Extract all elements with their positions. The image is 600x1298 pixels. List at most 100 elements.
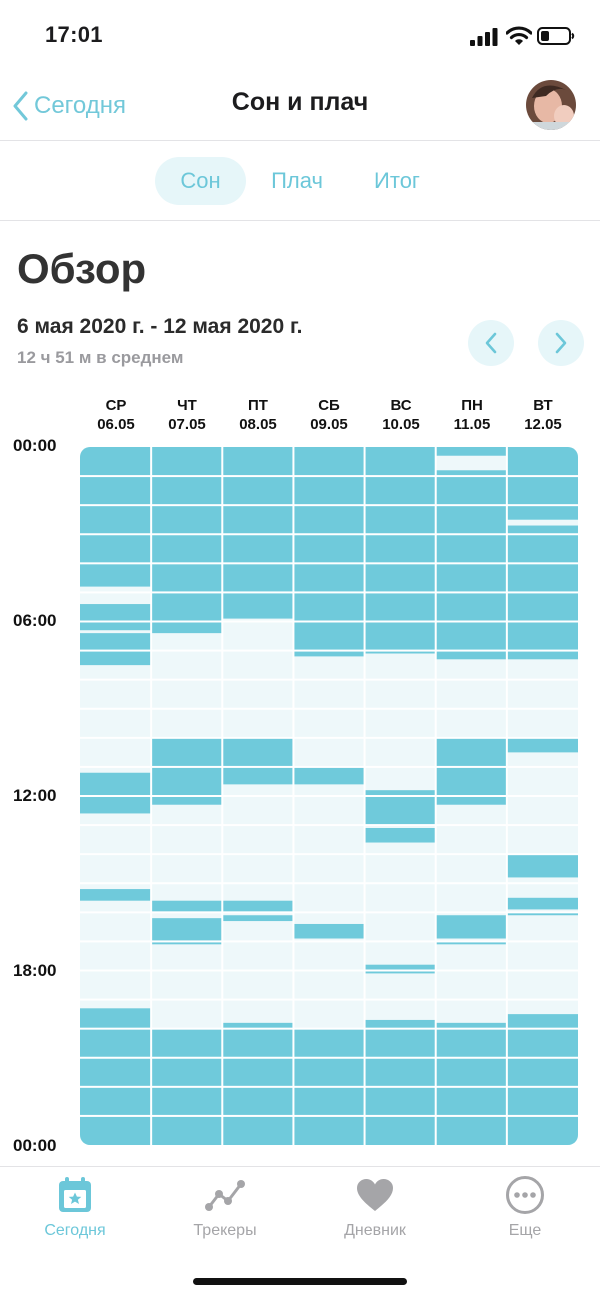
sleep-bar	[506, 897, 578, 910]
sleep-bar	[364, 964, 436, 974]
date-label: 12.05	[524, 416, 562, 433]
hour-gridline	[80, 765, 578, 768]
sleep-bar	[435, 737, 507, 805]
hour-gridline	[80, 998, 578, 1001]
sleep-bar	[293, 766, 365, 785]
date-label: 09.05	[310, 416, 348, 433]
sleep-bar	[222, 915, 294, 922]
hour-gridline	[80, 649, 578, 652]
hour-gridline	[80, 1056, 578, 1059]
heart-icon	[357, 1179, 393, 1211]
trend-line-icon	[205, 1180, 245, 1211]
sleep-bar	[151, 737, 223, 805]
hour-gridline	[80, 504, 578, 507]
day-header: ПТ 08.05	[223, 396, 293, 434]
date-label: 06.05	[97, 416, 135, 433]
weekday-label: СБ	[318, 397, 340, 414]
tab-diary[interactable]: Дневник	[315, 1172, 435, 1240]
day-header: ЧТ 07.05	[152, 396, 222, 434]
wifi-icon	[506, 26, 532, 45]
sleep-bar	[222, 1022, 294, 1145]
sleep-bar	[435, 447, 507, 456]
hour-gridline	[80, 853, 578, 856]
weekday-label: ЧТ	[177, 397, 197, 414]
hour-gridline	[80, 591, 578, 594]
hour-gridline	[80, 1114, 578, 1117]
segment-summary[interactable]: Итог	[374, 168, 420, 193]
tab-label: Еще	[508, 1222, 542, 1239]
date-label: 08.05	[239, 416, 277, 433]
average-sleep: 12 ч 51 м в среднем	[17, 348, 184, 367]
sleep-bar	[80, 633, 152, 666]
status-time: 17:01	[45, 22, 103, 47]
tab-label: Дневник	[344, 1222, 406, 1239]
weekday-label: СР	[105, 397, 127, 414]
date-label: 11.05	[453, 416, 491, 433]
sleep-bar	[80, 772, 152, 814]
chevron-left-icon	[13, 91, 28, 121]
hour-gridline	[80, 969, 578, 972]
weekday-label: ВС	[390, 397, 412, 414]
hour-gridline	[80, 707, 578, 710]
chevron-right-icon	[555, 332, 567, 354]
previous-week-button[interactable]	[468, 320, 514, 366]
day-gridline	[434, 447, 437, 1145]
sleep-bar	[80, 447, 152, 587]
tab-trackers[interactable]: Трекеры	[165, 1172, 285, 1240]
sleep-bar	[506, 447, 578, 520]
tab-label: Трекеры	[193, 1222, 257, 1239]
sleep-bar	[80, 889, 152, 901]
sleep-bar	[151, 447, 223, 634]
sleep-bar	[151, 918, 223, 945]
sleep-bar	[506, 1014, 578, 1145]
avatar[interactable]	[526, 80, 576, 130]
sleep-bar	[435, 915, 507, 939]
day-gridline	[292, 447, 295, 1145]
segment-crying[interactable]: Плач	[271, 168, 323, 193]
sleep-bar	[506, 737, 578, 753]
sleep-bar	[364, 1019, 436, 1145]
sleep-bar	[293, 447, 365, 657]
next-week-button[interactable]	[538, 320, 584, 366]
day-gridline	[505, 447, 508, 1145]
day-header: ВТ 12.05	[508, 396, 578, 434]
day-header: СР 06.05	[81, 396, 151, 434]
tab-more[interactable]: Еще	[465, 1172, 585, 1240]
hour-gridline	[80, 678, 578, 681]
back-button[interactable]: Сегодня	[12, 86, 126, 126]
date-range: 6 мая 2020 г. - 12 мая 2020 г.	[17, 315, 303, 338]
sleep-bar	[506, 912, 578, 916]
sleep-bar	[364, 447, 436, 654]
sleep-bar	[435, 1022, 507, 1145]
segment-sleep[interactable]: Сон	[155, 157, 246, 205]
hour-gridline	[80, 736, 578, 739]
calendar-star-icon	[59, 1177, 91, 1212]
day-header: СБ 09.05	[294, 396, 364, 434]
sleep-bar	[435, 470, 507, 660]
home-indicator	[193, 1278, 407, 1285]
back-label: Сегодня	[34, 92, 126, 119]
hour-gridline	[80, 795, 578, 797]
tab-today[interactable]: Сегодня	[15, 1172, 135, 1240]
chart-plot-area	[80, 447, 578, 1145]
day-header: ПН 11.05	[437, 396, 507, 434]
nav-divider	[0, 140, 600, 141]
weekday-label: ПТ	[248, 397, 268, 414]
page-title: Сон и плач	[231, 88, 369, 116]
day-gridline	[363, 447, 366, 1145]
y-tick-label: 12:00	[13, 786, 57, 805]
hour-gridline	[80, 940, 578, 943]
hour-gridline	[80, 475, 578, 478]
weekday-label: ВТ	[533, 397, 553, 414]
date-label: 10.05	[382, 416, 420, 433]
hour-gridline	[80, 1085, 578, 1088]
sleep-bar	[293, 923, 365, 939]
sleep-bar	[151, 900, 223, 913]
sleep-bar	[435, 941, 507, 945]
date-label: 07.05	[168, 416, 206, 433]
day-gridline	[150, 447, 153, 1145]
hour-gridline	[80, 533, 578, 536]
hour-gridline	[80, 882, 578, 885]
y-tick-label: 00:00	[13, 1136, 57, 1155]
more-icon	[506, 1176, 544, 1214]
